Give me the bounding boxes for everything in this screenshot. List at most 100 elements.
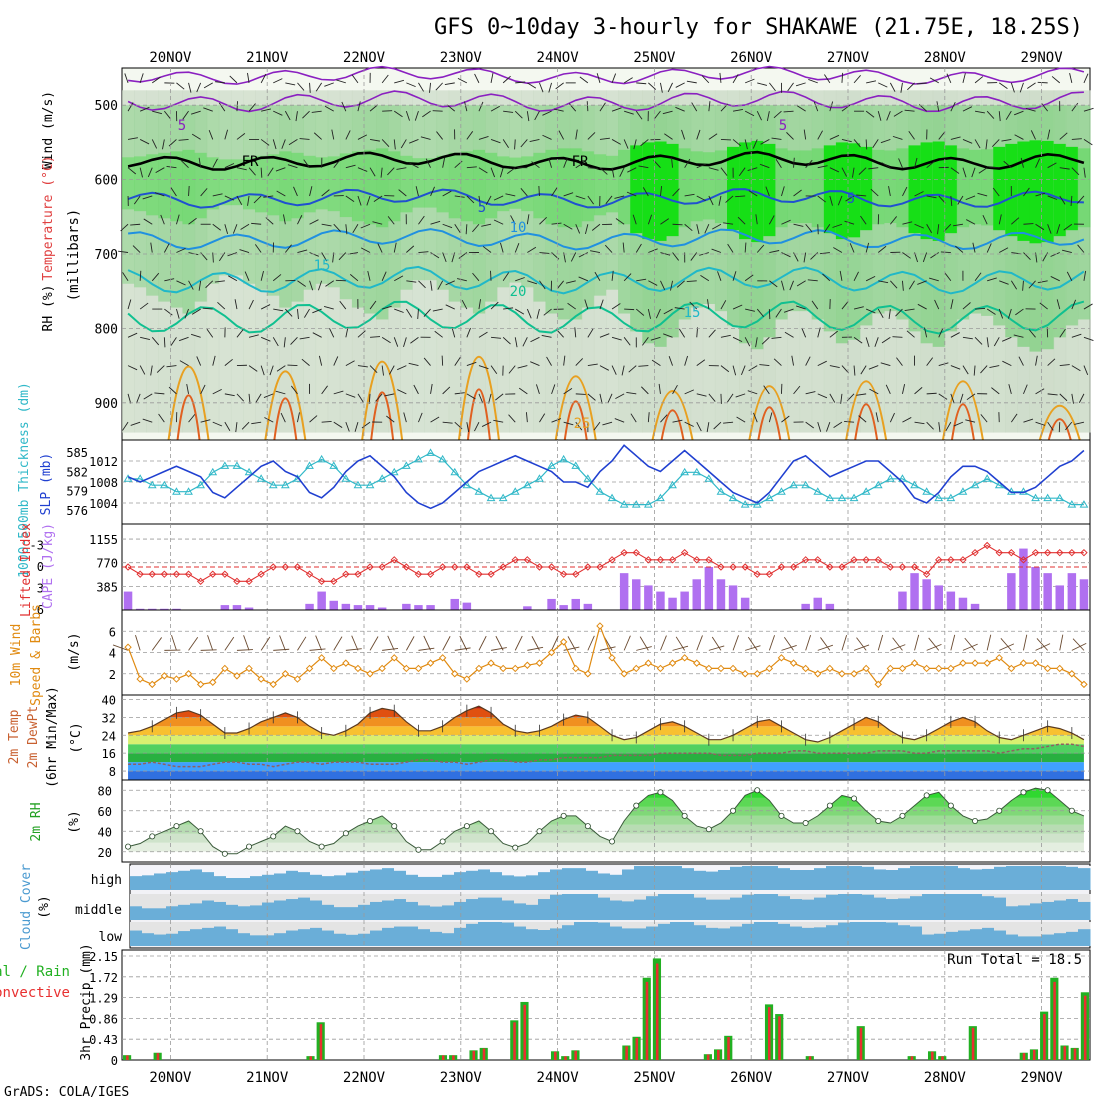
temp-tick-label: 24 bbox=[102, 729, 116, 743]
rh-column bbox=[424, 158, 438, 208]
lifted-index-point bbox=[451, 563, 459, 571]
wind-barb bbox=[950, 136, 961, 140]
wind-barb bbox=[248, 299, 254, 310]
cloud-cell bbox=[1066, 866, 1079, 890]
wind10-point bbox=[511, 664, 519, 673]
cloud-cell bbox=[1066, 931, 1079, 946]
wind-barb bbox=[844, 220, 855, 225]
wind10-point bbox=[196, 680, 205, 689]
wind-barb bbox=[672, 252, 680, 261]
thickness-point bbox=[740, 500, 750, 508]
lifted-index-point bbox=[209, 570, 217, 578]
wind-barb bbox=[971, 167, 976, 178]
wind-barb bbox=[732, 109, 743, 112]
wind-barb bbox=[1047, 195, 1058, 200]
rh-column bbox=[170, 151, 183, 222]
wind-barb bbox=[236, 195, 243, 205]
wind-barb bbox=[723, 222, 734, 225]
cloud-cell bbox=[538, 899, 551, 920]
slp-tick-label: 1004 bbox=[89, 497, 118, 511]
wind-barb bbox=[396, 167, 407, 170]
cloud-cell bbox=[922, 894, 935, 920]
wind-barb bbox=[490, 72, 494, 83]
wind-barb bbox=[672, 188, 680, 197]
wind-barb bbox=[336, 79, 346, 84]
cape-bar bbox=[704, 567, 714, 610]
wind-barb bbox=[986, 337, 989, 348]
cloud-cell bbox=[1078, 929, 1091, 946]
wind-barb bbox=[297, 215, 303, 225]
precip-conv-bar bbox=[941, 1056, 944, 1060]
cloud-cell bbox=[418, 905, 431, 920]
thickness-point bbox=[232, 461, 242, 469]
wind-barb bbox=[914, 387, 923, 395]
wind-barb bbox=[301, 358, 310, 366]
wind-barb bbox=[885, 384, 891, 395]
rh-column bbox=[557, 148, 571, 228]
wind-barb bbox=[599, 333, 610, 338]
cloud-cell bbox=[754, 922, 767, 946]
cloud-cell bbox=[886, 922, 899, 946]
wind-barb bbox=[892, 135, 903, 140]
thickness-point bbox=[389, 467, 399, 476]
wind-barb bbox=[280, 412, 286, 423]
cloud-cell bbox=[334, 875, 347, 890]
wind-barb bbox=[720, 365, 730, 373]
thickness-point bbox=[329, 461, 339, 469]
rh-column bbox=[182, 105, 196, 314]
wind-barb bbox=[490, 301, 499, 310]
rh-point bbox=[488, 828, 495, 835]
wind-barb bbox=[578, 276, 589, 282]
wind-barb bbox=[551, 187, 558, 197]
wind10-point bbox=[693, 659, 701, 667]
cloud-cell bbox=[1018, 905, 1031, 920]
wind-barb bbox=[985, 139, 988, 150]
wind10-point bbox=[801, 664, 810, 673]
lifted-index-point bbox=[814, 556, 822, 564]
wind-barb bbox=[720, 300, 727, 310]
cloud-cell bbox=[622, 928, 635, 946]
wind-barb bbox=[888, 186, 891, 197]
wind-barb bbox=[651, 359, 661, 366]
wind-barb bbox=[839, 270, 843, 281]
wind-barb bbox=[706, 422, 710, 433]
wind10-point bbox=[172, 675, 181, 683]
cloud-cell bbox=[442, 874, 455, 890]
wind-barb bbox=[163, 243, 170, 253]
contour-label: 5 bbox=[478, 200, 486, 216]
thickness-point bbox=[196, 480, 206, 489]
cloud-cell bbox=[238, 933, 251, 946]
rh-point bbox=[246, 843, 253, 850]
wind-barb bbox=[417, 309, 419, 320]
cloud-cell bbox=[178, 870, 191, 890]
wind-barb bbox=[408, 362, 419, 367]
cloud-cell bbox=[358, 904, 371, 920]
wind-barb bbox=[184, 308, 189, 319]
rh-column bbox=[618, 149, 631, 225]
wind-barb bbox=[1023, 187, 1030, 197]
wind-barb bbox=[212, 421, 223, 427]
rh-column bbox=[279, 105, 292, 308]
wind-barb bbox=[244, 271, 250, 281]
cloud-cell bbox=[1042, 934, 1055, 946]
rh-column bbox=[896, 105, 909, 320]
wind-barb bbox=[155, 167, 165, 174]
wind-barb bbox=[1035, 355, 1038, 366]
precip-conv-bar bbox=[931, 1051, 934, 1060]
wind-barb bbox=[877, 308, 884, 318]
wind-barb bbox=[938, 422, 941, 433]
rh-point bbox=[391, 823, 398, 830]
wind-barb bbox=[478, 195, 481, 206]
wind-barb bbox=[924, 327, 928, 338]
cloud-cell bbox=[730, 897, 743, 920]
wind-barb bbox=[908, 280, 915, 290]
cloud-cell bbox=[166, 872, 179, 890]
rh-column bbox=[303, 155, 317, 213]
cloud-level-label: middle bbox=[75, 903, 122, 918]
wind-barb bbox=[888, 308, 891, 320]
wind10-barb bbox=[820, 637, 831, 651]
wind-barb bbox=[490, 139, 501, 144]
wind-barb bbox=[409, 139, 419, 144]
wind-barb bbox=[866, 80, 877, 84]
wind10-point bbox=[1080, 680, 1088, 689]
